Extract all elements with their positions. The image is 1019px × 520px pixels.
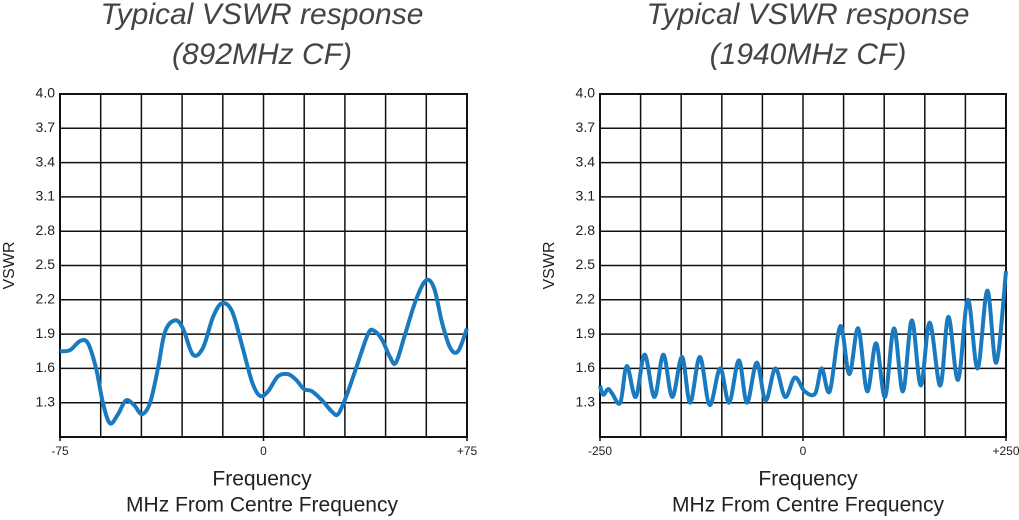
data-line [59,277,469,426]
y-tick-label: 1.6 [576,359,596,375]
y-tick-label: 3.7 [36,119,56,135]
plot-frame [59,93,468,438]
data-line [598,271,1008,407]
y-tick-label: 2.5 [576,256,596,272]
x-tick-label: 0 [260,444,267,458]
y-tick-label: 4.0 [36,85,56,101]
y-tick-label: 3.4 [576,153,596,169]
y-axis-label: VSWR [541,242,558,290]
y-tick-label: 3.7 [576,119,596,135]
y-tick-label: 3.4 [36,153,56,169]
y-tick-label: 4.0 [576,85,596,101]
x-tick-label: +75 [457,444,478,458]
y-tick-label: 1.9 [36,325,56,341]
x-axis-label: MHz From Centre Frequency [126,494,398,517]
y-tick-label: 1.3 [36,393,56,409]
y-axis-label: VSWR [1,242,18,290]
y-tick-label: 2.8 [576,222,596,238]
y-tick-label: 3.1 [36,188,56,204]
y-tick-label: 2.8 [36,222,56,238]
y-tick-label: 2.2 [36,291,56,307]
chart-title: Typical VSWR response [101,0,424,31]
y-tick-label: 1.6 [36,359,56,375]
chart-title: Typical VSWR response [647,0,970,31]
y-tick-label: 3.1 [576,188,596,204]
y-tick-label: 1.9 [576,325,596,341]
chart-subtitle: (892MHz CF) [172,38,352,71]
y-tick-label: 2.5 [36,256,56,272]
x-axis-label: Frequency [212,468,312,491]
x-tick-label: -250 [588,444,612,458]
y-tick-label: 2.2 [576,291,596,307]
chart-subtitle: (1940MHz CF) [710,38,907,71]
x-tick-label: 0 [800,444,807,458]
x-tick-label: +250 [992,444,1019,458]
x-tick-label: -75 [51,444,69,458]
y-tick-label: 1.3 [576,393,596,409]
plot-frame [599,93,1007,438]
x-axis-label: MHz From Centre Frequency [672,494,944,517]
x-axis-label: Frequency [758,468,858,491]
